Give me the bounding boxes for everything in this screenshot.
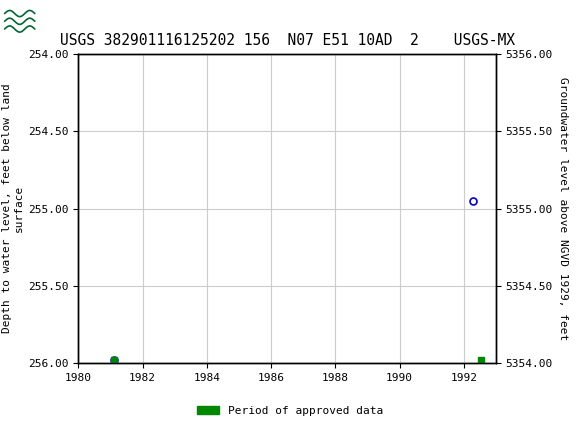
Y-axis label: Groundwater level above NGVD 1929, feet: Groundwater level above NGVD 1929, feet <box>559 77 568 340</box>
Title: USGS 382901116125202 156  N07 E51 10AD  2    USGS-MX: USGS 382901116125202 156 N07 E51 10AD 2 … <box>60 34 514 49</box>
Text: USGS: USGS <box>67 9 130 29</box>
Y-axis label: Depth to water level, feet below land
surface: Depth to water level, feet below land su… <box>2 84 24 333</box>
FancyBboxPatch shape <box>3 2 55 37</box>
Legend: Period of approved data: Period of approved data <box>193 401 387 420</box>
